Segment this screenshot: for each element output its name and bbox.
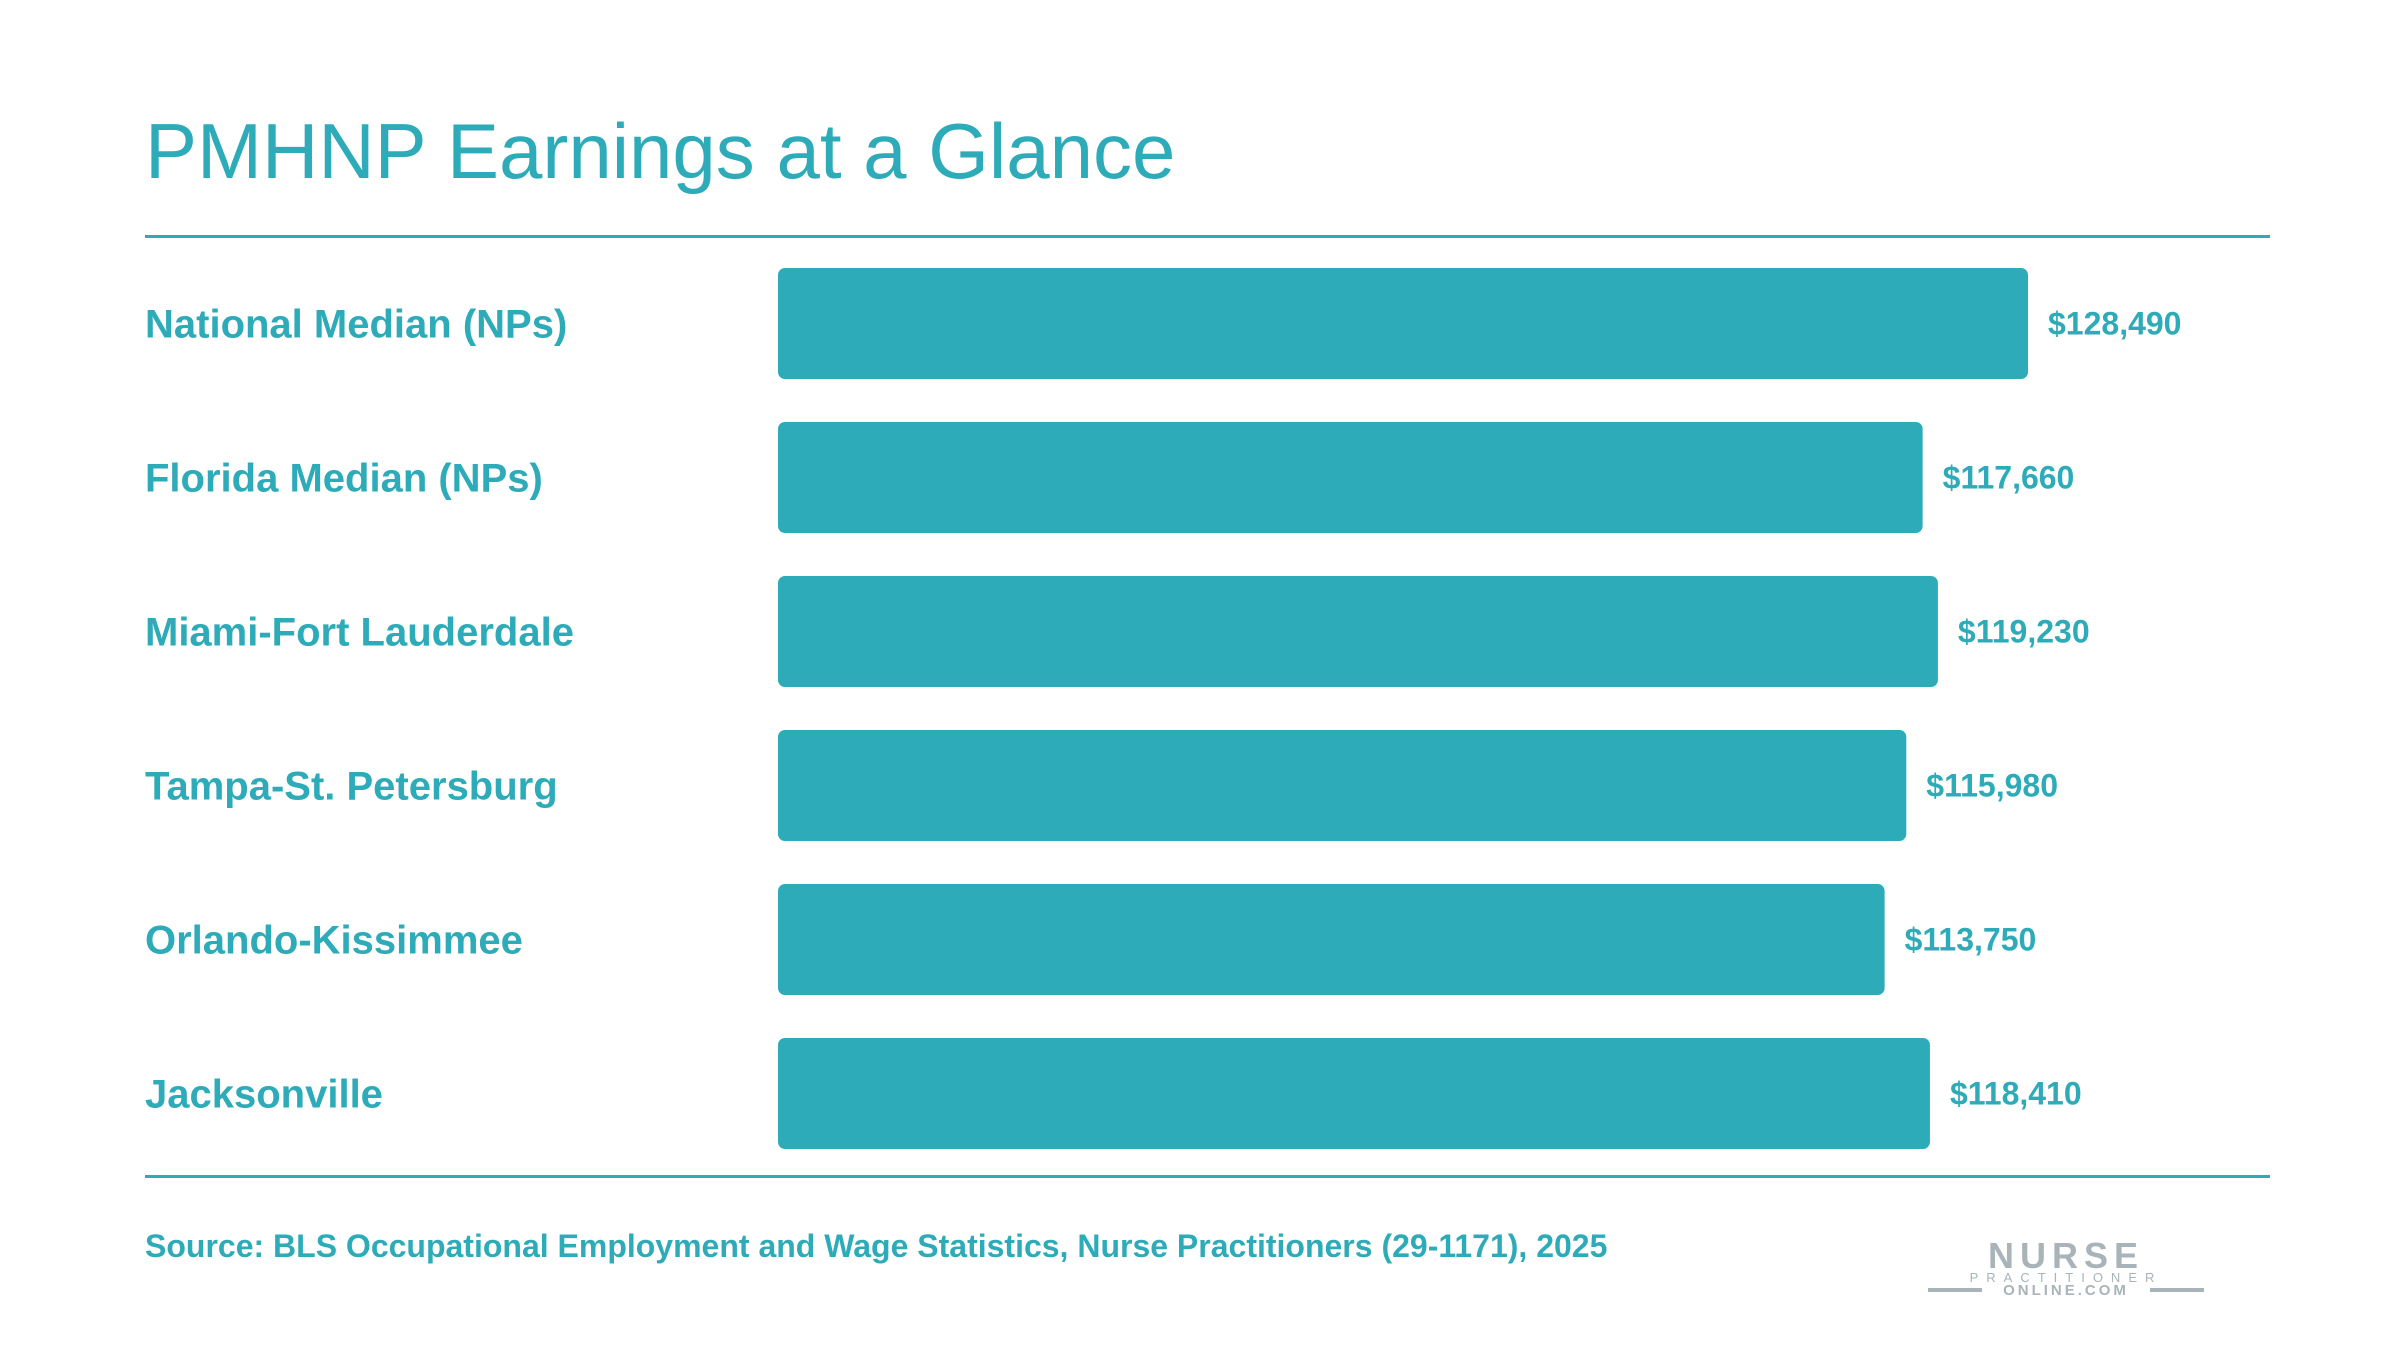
- bar: [778, 576, 1938, 687]
- bar: [778, 730, 1907, 841]
- category-label: Miami-Fort Lauderdale: [145, 611, 574, 655]
- value-label: $115,980: [1926, 768, 2058, 804]
- bar: [778, 422, 1923, 533]
- source-note: Source: BLS Occupational Employment and …: [145, 1228, 1608, 1264]
- bar: [778, 884, 1885, 995]
- category-label: Jacksonville: [145, 1073, 383, 1117]
- category-label: National Median (NPs): [145, 303, 567, 347]
- logo-line-1: NURSE: [1988, 1238, 2144, 1276]
- nurse-practitioner-online-logo: NURSE PRACTITIONER ONLINE.COM: [1928, 1238, 2204, 1296]
- value-label: $117,660: [1943, 460, 2075, 496]
- bottom-divider: [145, 1175, 2270, 1178]
- bar: [778, 1038, 1930, 1149]
- logo-line-3: ONLINE.COM: [2003, 1282, 2129, 1296]
- logo-line-2: PRACTITIONER: [1970, 1270, 2163, 1285]
- value-label: $119,230: [1958, 614, 2090, 650]
- top-divider: [145, 235, 2270, 238]
- category-label: Tampa-St. Petersburg: [145, 765, 558, 809]
- value-label: $118,410: [1950, 1076, 2082, 1112]
- category-label: Florida Median (NPs): [145, 457, 543, 501]
- value-label: $113,750: [1905, 922, 2037, 958]
- chart-title: PMHNP Earnings at a Glance: [145, 107, 1176, 195]
- category-label: Orlando-Kissimmee: [145, 919, 523, 963]
- value-label: $128,490: [2048, 306, 2181, 342]
- bar: [778, 268, 2028, 379]
